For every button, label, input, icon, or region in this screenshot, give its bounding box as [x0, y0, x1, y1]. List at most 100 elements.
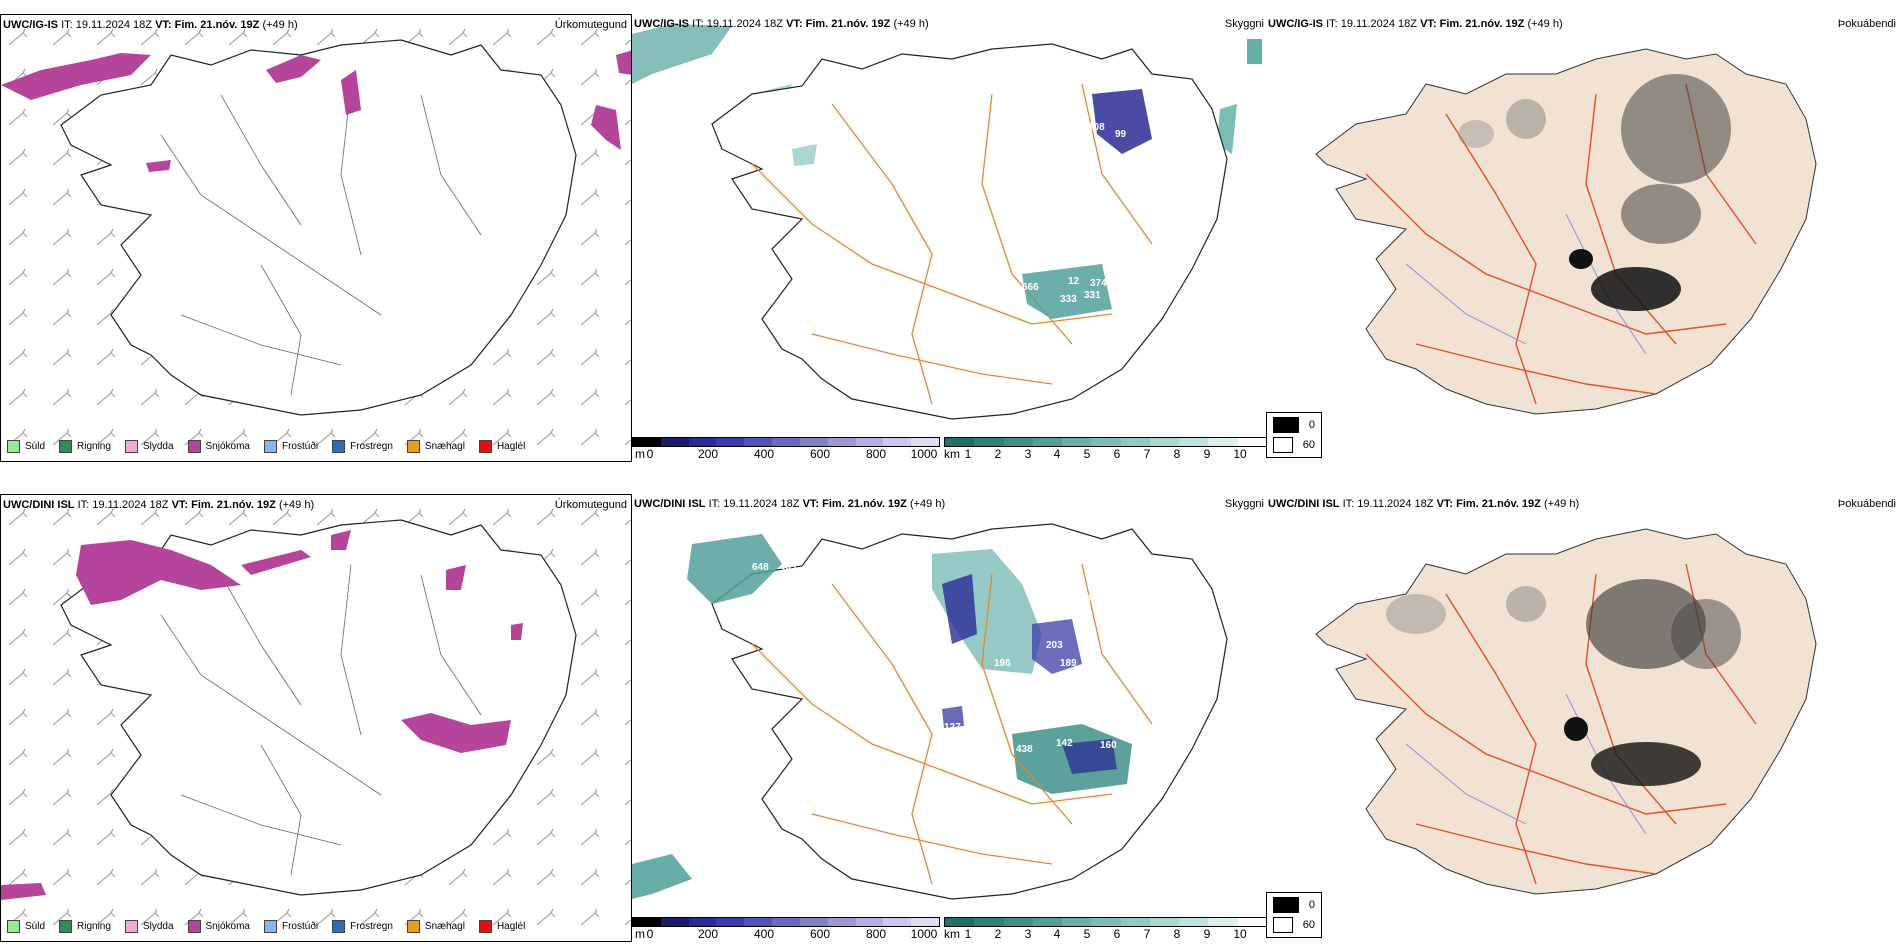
ceiling-colorbar-2: m 0 200 400 600 800 1000 [632, 917, 940, 941]
it-label: IT: [692, 18, 704, 30]
legend-swatch [124, 440, 138, 453]
legend-item: Súld [7, 440, 45, 453]
tick-label: 9 [1203, 447, 1211, 461]
tick-label: 8 [1173, 447, 1181, 461]
tick-label: 4 [1053, 927, 1061, 941]
tick-label: 5 [1083, 447, 1091, 461]
legend-swatch [187, 440, 201, 453]
panel-title: Þokuábendi [1837, 18, 1896, 30]
value-label: 333 [1060, 294, 1077, 305]
panel-header: UWC/DINI ISL IT: 19.11.2024 18Z VT: Fim.… [1268, 498, 1579, 510]
panel-title: Skyggni [1224, 18, 1264, 30]
panel-title: Úrkomutegund [554, 19, 627, 31]
tick-label: 1 [964, 927, 972, 941]
legend-item: Haglél [478, 920, 526, 933]
panel-header: UWC/DINI ISL IT: 19.11.2024 18Z VT: Fim.… [634, 498, 945, 510]
value-label: 648 [752, 562, 769, 573]
visibility-panel-2: UWC/DINI ISL IT: 19.11.2024 18Z VT: Fim.… [632, 494, 1266, 942]
legend-swatch [332, 920, 346, 933]
tick-label: 200 [697, 927, 719, 941]
legend-item: Slydda [124, 440, 174, 453]
value-label: 666 [1022, 282, 1039, 293]
value-label: 438 [1016, 744, 1033, 755]
legend-swatch [406, 920, 420, 933]
value-label: 127 [944, 722, 961, 733]
legend-label: Súld [25, 921, 46, 932]
colorbar-unit: km [944, 447, 960, 461]
it-value: 19.11.2024 18Z [92, 499, 169, 511]
legend-item: Frostregn [332, 440, 393, 453]
it-label: IT: [61, 19, 73, 31]
it-value: 19.11.2024 18Z [706, 18, 783, 30]
legend-label: Súld [25, 441, 46, 452]
model-name: UWC/IG-IS [634, 18, 689, 30]
vt-value: Fim. 21.nóv. 19Z [1439, 18, 1525, 30]
panel-title: Þokuábendi [1837, 498, 1896, 510]
fog-legend-row: 60 [1273, 917, 1315, 933]
precip-legend: Súld Rigning Slydda Snjókoma Frostúði Fr… [7, 440, 525, 453]
fog-legend-swatch [1273, 917, 1293, 933]
lead-time: (+49 h) [1527, 18, 1563, 30]
panel-title: Úrkomutegund [554, 499, 627, 511]
vt-value: Fim. 21.nóv. 19Z [822, 498, 907, 510]
ceiling-colorbar-strip [632, 917, 940, 927]
vt-value: Fim. 21.nóv. 19Z [191, 499, 276, 511]
it-value: 19.11.2024 18Z [1357, 498, 1434, 510]
ceiling-colorbar-strip [632, 437, 940, 447]
colorbar-unit: m [635, 927, 645, 941]
tick-label: 5 [1083, 927, 1091, 941]
iceland-map-visibility-2 [632, 523, 1228, 900]
fog-legend-row: 0 [1273, 897, 1315, 913]
visibility-colorbar-strip [944, 917, 1268, 927]
vt-value: Fim. 21.nóv. 19Z [1456, 498, 1541, 510]
iceland-map-fog-1 [1315, 48, 1817, 415]
lead-time: (+49 h) [262, 19, 298, 31]
legend-swatch [332, 440, 346, 453]
visibility-colorbar-strip [944, 437, 1268, 447]
fog-legend-label: 0 [1308, 899, 1315, 911]
legend-label: Snjókoma [205, 921, 250, 932]
legend-label: Slydda [142, 441, 174, 452]
tick-label: 0 [646, 447, 654, 461]
legend-item: Snjókoma [187, 920, 250, 933]
legend-swatch [59, 920, 73, 933]
fog-legend-swatch [1273, 437, 1293, 453]
fog-legend-row: 60 [1273, 437, 1315, 453]
value-label: 118 [776, 142, 793, 153]
value-label: 189 [1060, 658, 1077, 669]
legend-label: Frostregn [350, 441, 393, 452]
vt-label: VT: [171, 499, 189, 511]
tick-label: 3 [1024, 447, 1032, 461]
fog-legend-swatch [1273, 417, 1299, 433]
fog-index-panel-1: UWC/IG-IS IT: 19.11.2024 18Z VT: Fim. 21… [1266, 14, 1900, 462]
colorbar-unit: m [635, 447, 645, 461]
vt-label: VT: [1420, 18, 1437, 30]
it-label: IT: [708, 498, 721, 510]
it-label: IT: [77, 499, 90, 511]
tick-label: 8 [1173, 927, 1181, 941]
lead-time: (+49 h) [278, 499, 315, 511]
legend-swatch [59, 440, 73, 453]
panel-header: UWC/IG-IS IT: 19.11.2024 18Z VT: Fim. 21… [1268, 18, 1563, 30]
legend-item: Snæhagl [406, 920, 465, 933]
it-label: IT: [1342, 498, 1355, 510]
lead-time: (+49 h) [893, 18, 929, 30]
legend-swatch [406, 440, 420, 453]
visibility-panel-1: UWC/IG-IS IT: 19.11.2024 18Z VT: Fim. 21… [632, 14, 1266, 462]
visibility-colorbar-2: km 1 2 3 4 5 6 7 8 9 10 [944, 917, 1268, 941]
vt-label: VT: [786, 18, 803, 30]
ceiling-colorbar-1: m 0 200 400 600 800 1000 [632, 437, 940, 461]
tick-label: 1 [964, 447, 972, 461]
fog-index-panel-2: UWC/DINI ISL IT: 19.11.2024 18Z VT: Fim.… [1266, 494, 1900, 942]
model-name: UWC/IG-IS [3, 19, 58, 31]
it-value: 19.11.2024 18Z [75, 19, 152, 31]
legend-label: Haglél [496, 921, 526, 932]
value-label: 142 [1056, 738, 1073, 749]
tick-label: 7 [1143, 447, 1151, 461]
iceland-map-precip-2 [1, 495, 631, 941]
precip-type-panel-1: UWC/IG-IS IT: 19.11.2024 18Z VT: Fim. 21… [0, 14, 632, 462]
legend-swatch [187, 920, 201, 933]
tick-label: 400 [753, 447, 775, 461]
fog-legend-label: 60 [1302, 439, 1315, 451]
value-label: 374 [1090, 278, 1107, 289]
